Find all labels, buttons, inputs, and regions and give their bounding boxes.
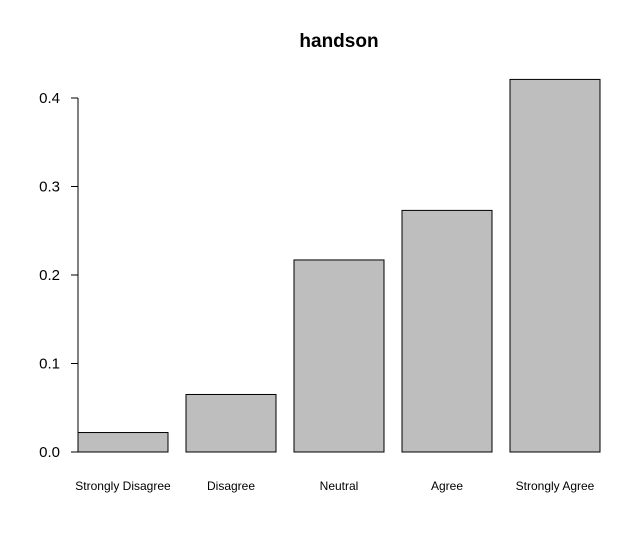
bar xyxy=(401,209,493,453)
bars xyxy=(77,78,601,453)
x-category-label: Strongly Agree xyxy=(516,479,595,493)
x-category-label: Agree xyxy=(431,479,463,493)
x-category-label: Neutral xyxy=(320,479,359,493)
bar xyxy=(293,259,385,453)
x-category-label: Disagree xyxy=(207,479,255,493)
y-axis: 0.0 0.1 0.2 0.3 0.4 xyxy=(39,90,79,461)
y-tick-label: 0.4 xyxy=(39,90,60,107)
x-category-label: Strongly Disagree xyxy=(75,479,171,493)
chart-title: handson xyxy=(299,31,378,52)
y-tick-label: 0.0 xyxy=(39,444,60,461)
bar xyxy=(185,393,277,453)
bar xyxy=(77,432,169,453)
x-axis-labels: Strongly Disagree Disagree Neutral Agree Str… xyxy=(75,479,594,493)
y-tick-label: 0.1 xyxy=(39,356,60,373)
y-tick-label: 0.3 xyxy=(39,179,60,196)
bar xyxy=(509,78,601,453)
y-tick-label: 0.2 xyxy=(39,267,60,284)
